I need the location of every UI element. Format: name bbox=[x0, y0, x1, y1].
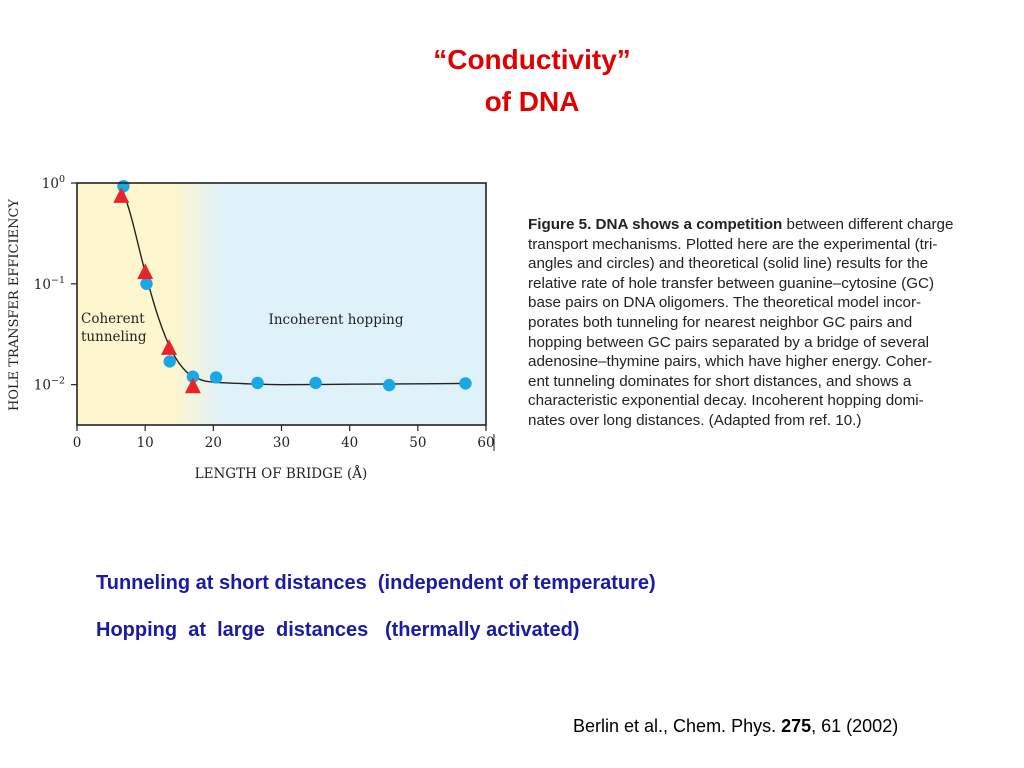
x-tick-label: 50 bbox=[409, 435, 426, 451]
data-point-circle bbox=[251, 376, 264, 390]
plot-layer: Coherent tunneling Incoherent hopping bbox=[81, 180, 472, 394]
data-point-circle bbox=[209, 371, 223, 384]
x-tick-label: 10 bbox=[137, 435, 154, 451]
reference-volume: 275 bbox=[781, 716, 812, 736]
x-tick-label: 40 bbox=[341, 435, 358, 451]
x-tick-label: 60 bbox=[477, 435, 494, 451]
caption-line-8: adenosine–thymine pairs, which have high… bbox=[528, 353, 933, 371]
caption-line-9: ent tunneling dominates for short distan… bbox=[528, 372, 912, 390]
reference-prefix: Berlin et al., Chem. Phys. bbox=[573, 716, 782, 736]
note-hopping: Hopping at large distances (thermally ac… bbox=[96, 619, 580, 641]
region-label-coherent-tunneling: tunneling bbox=[81, 329, 147, 345]
data-point-triangle bbox=[184, 377, 201, 394]
y-tick-label: 100 bbox=[42, 174, 65, 192]
data-point-circle bbox=[383, 378, 396, 392]
slide-title-line1: “Conductivity” bbox=[433, 44, 631, 75]
caption-line-11: nates over long distances. (Adapted from… bbox=[528, 411, 862, 429]
data-point-circle bbox=[186, 370, 200, 383]
caption-line-6: porates both tunneling for nearest neigh… bbox=[528, 313, 913, 331]
data-point-circle bbox=[117, 180, 130, 193]
caption-line-3: angles and circles) and theoretical (sol… bbox=[528, 255, 929, 273]
y-tick-label: 10−1 bbox=[34, 275, 65, 293]
y-axis-title: HOLE TRANSFER EFFICIENCY bbox=[7, 199, 22, 411]
hole-transfer-chart: Coherent tunneling Incoherent hopping 0 10 2… bbox=[7, 174, 495, 482]
caption-line-1: between different charge bbox=[786, 216, 954, 233]
note-tunneling: Tunneling at short distances (independen… bbox=[96, 572, 656, 594]
reference: Berlin et al., Chem. Phys. 275, 61 (2002… bbox=[573, 716, 898, 737]
y-tick-label: 10−2 bbox=[34, 376, 65, 394]
caption-line-5: base pairs on DNA oligomers. The theoret… bbox=[528, 294, 922, 312]
data-point-circle bbox=[459, 377, 472, 390]
data-point-triangle bbox=[113, 187, 130, 203]
region-label-coherent-tunneling: Coherent bbox=[81, 311, 145, 327]
caption-line-7: hopping between GC pairs separated by a … bbox=[528, 333, 930, 351]
x-axis-title: LENGTH OF BRIDGE (Å) bbox=[195, 466, 368, 482]
caption-line-4: relative rate of hole transfer between g… bbox=[528, 274, 935, 292]
data-point-circle bbox=[140, 277, 153, 290]
reference-suffix: , 61 (2002) bbox=[811, 716, 899, 736]
x-tick-label: 30 bbox=[273, 435, 290, 451]
caption-first-line: Figure 5. DNA shows a competition betwee… bbox=[528, 215, 1024, 235]
plot-background bbox=[77, 183, 486, 425]
data-point-triangle bbox=[161, 339, 177, 355]
slide-title-line2: of DNA bbox=[484, 86, 580, 117]
data-point-triangle bbox=[137, 263, 154, 280]
caption-line-2: transport mechanisms. Plotted here are t… bbox=[528, 235, 938, 253]
caption-label: Figure 5. DNA shows a competition bbox=[528, 216, 783, 233]
caption-line-10: characteristic exponential decay. Incohe… bbox=[528, 392, 924, 410]
data-point-circle bbox=[163, 355, 176, 368]
data-point-circle bbox=[309, 376, 322, 390]
region-label-incoherent-hopping: Incoherent hopping bbox=[268, 312, 403, 328]
axis-layer: 0 10 20 30 40 50 60 100 10−1 10−2 LENGTH OF BRIDGE… bbox=[7, 174, 495, 482]
figure-caption: Figure 5. DNA shows a competition betwee… bbox=[528, 215, 1024, 431]
x-tick-label: 20 bbox=[205, 435, 222, 451]
x-tick-label: 0 bbox=[73, 435, 82, 451]
